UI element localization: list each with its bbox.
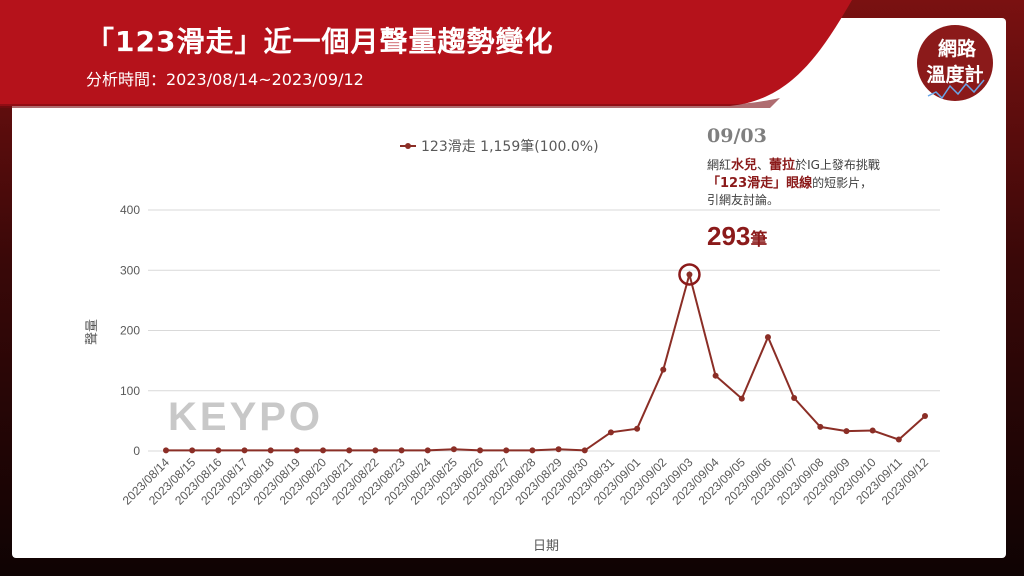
annotation-l2-b: 眼線 [786, 175, 813, 191]
annotation-l2-c: 的短影片， [812, 175, 872, 190]
data-point [320, 447, 327, 454]
series-points [163, 271, 928, 454]
peak-highlight-ring [678, 263, 701, 286]
y-tick-label: 400 [120, 203, 140, 217]
legend: 123滑走 1,159筆(100.0%) [400, 138, 599, 155]
data-point [660, 366, 667, 373]
data-point [764, 334, 771, 341]
logo-badge [917, 25, 993, 101]
data-point [922, 413, 928, 420]
data-point [529, 447, 536, 454]
watermark: KEYPO [168, 395, 323, 439]
y-tick-label: 300 [120, 263, 140, 277]
logo-line2: 溫度計 [926, 63, 983, 86]
data-point [189, 447, 196, 454]
data-point [712, 372, 719, 379]
annotation-l1-e: 於IG上發布挑戰 [795, 157, 880, 172]
banner-shape [0, 0, 852, 106]
data-point [686, 271, 693, 278]
annotation-l1-a: 網紅 [707, 158, 731, 172]
data-point [555, 446, 562, 453]
data-point [503, 447, 510, 454]
data-point [398, 447, 405, 454]
logo-line1: 網路 [938, 37, 977, 60]
logo: 網路 溫度計 [917, 25, 993, 101]
page-title: 「123滑走」近一個月聲量趨勢變化 [86, 25, 554, 58]
y-tick-label: 100 [120, 384, 140, 398]
legend-marker [405, 143, 411, 149]
series-line [166, 270, 926, 452]
peak-annotation: 09/03 網紅水兒、蕾拉於IG上發布挑戰 「123滑走」眼線的短影片， 引網友… [707, 125, 880, 251]
data-point [372, 447, 379, 454]
annotation-line1: 網紅水兒、蕾拉於IG上發布挑戰 [707, 157, 880, 173]
annotation-line2: 「123滑走」眼線的短影片， [707, 175, 872, 191]
x-axis-title: 日期 [533, 539, 559, 554]
banner-shadow [0, 98, 780, 108]
header-banner: 網路 溫度計 [0, 0, 993, 108]
annotation-l2-a: 「123滑走」 [707, 175, 786, 191]
data-point [895, 436, 902, 443]
data-point [450, 446, 457, 453]
analysis-period: 分析時間：2023/08/14~2023/09/12 [86, 70, 364, 89]
data-point [817, 423, 824, 430]
data-point [791, 394, 798, 401]
data-point [267, 447, 274, 454]
annotation-value-number: 293 [707, 221, 750, 251]
logo-pulse-icon [927, 79, 985, 100]
annotation-value: 293筆 [707, 221, 767, 251]
annotation-l1-c: 、 [757, 158, 769, 172]
annotation-l1-b: 水兒 [731, 157, 757, 173]
data-point [869, 427, 876, 434]
annotation-date: 09/03 [707, 125, 767, 147]
data-point [607, 429, 614, 436]
data-point [581, 447, 588, 454]
legend-label: 123滑走 1,159筆(100.0%) [421, 138, 599, 155]
x-axis-ticks: 2023/08/142023/08/152023/08/162023/08/17… [120, 455, 932, 508]
data-point [241, 447, 248, 454]
y-tick-label: 200 [120, 324, 140, 338]
data-point [163, 447, 169, 454]
data-point [843, 428, 850, 435]
data-point [477, 447, 484, 454]
y-tick-label: 0 [133, 444, 140, 458]
data-point [293, 447, 300, 454]
data-point [346, 447, 353, 454]
data-point [738, 395, 745, 402]
data-point [215, 447, 222, 454]
y-axis-title: 聲量 [84, 319, 100, 345]
annotation-value-unit: 筆 [750, 229, 767, 250]
data-point [424, 447, 431, 454]
data-point [634, 425, 641, 432]
y-axis-ticks: 0 100 200 300 400 [120, 203, 140, 458]
annotation-line3: 引網友討論。 [707, 192, 779, 207]
annotation-l1-d: 蕾拉 [769, 157, 795, 173]
grid-lines [148, 209, 940, 452]
